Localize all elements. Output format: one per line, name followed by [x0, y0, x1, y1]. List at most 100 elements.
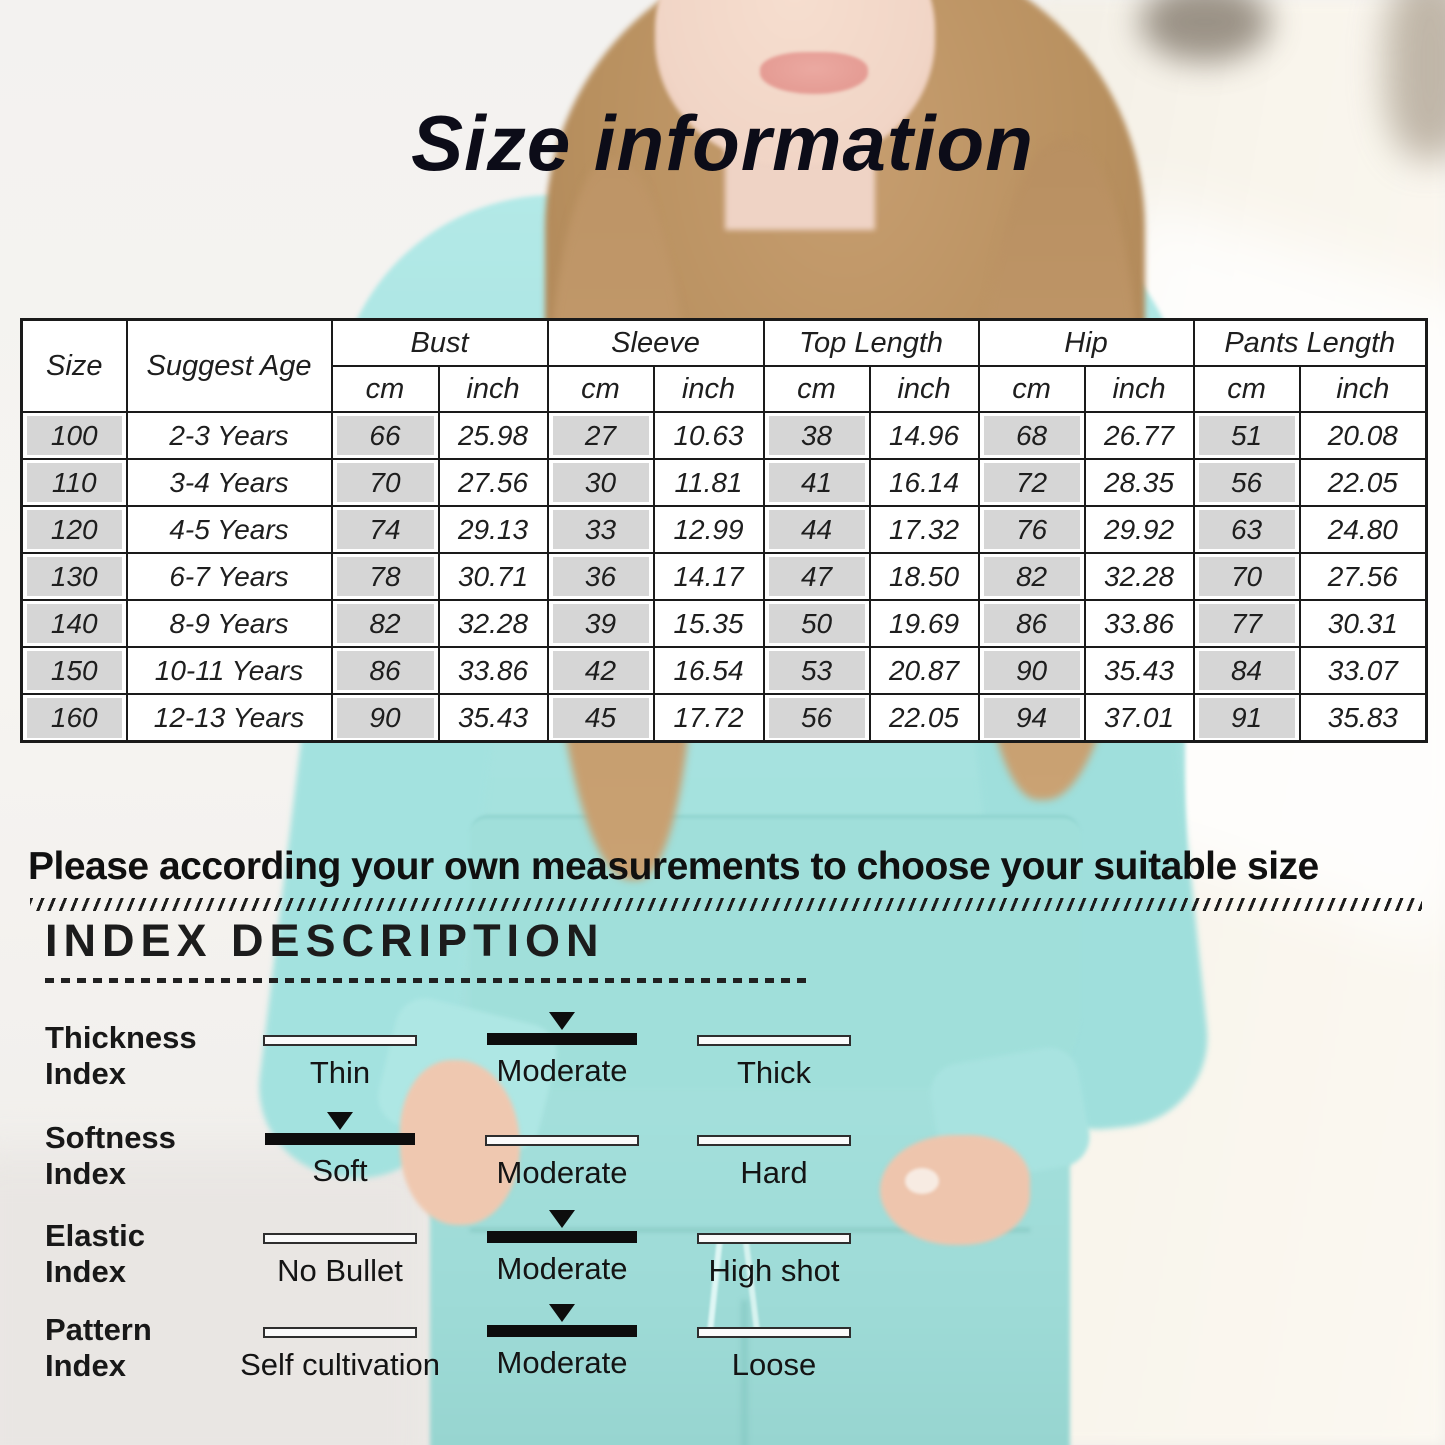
- table-cell: 77: [1192, 599, 1301, 648]
- table-cell: 37.01: [1083, 693, 1195, 743]
- pants-crease: [742, 1300, 747, 1445]
- level-bar: [263, 1233, 417, 1244]
- col-subheader-hip-inch: inch: [1083, 365, 1195, 413]
- table-cell: 27: [546, 411, 655, 460]
- option-label: Moderate: [496, 1155, 628, 1190]
- option-label: Moderate: [496, 1053, 628, 1088]
- photo-blur-blob: [1140, 0, 1270, 62]
- option-label: Soft: [312, 1153, 368, 1188]
- table-cell: 130: [20, 552, 128, 601]
- table-cell: 56: [762, 693, 871, 743]
- model-hand: [880, 1135, 1030, 1245]
- index-row-label: Softness Index: [45, 1120, 176, 1191]
- hatched-divider: [30, 898, 1422, 911]
- option-label: No Bullet: [277, 1253, 403, 1288]
- index-row-label: Elastic Index: [45, 1218, 145, 1289]
- table-cell: 140: [20, 599, 128, 648]
- table-row-size-140: 140 8-9 Years 82 32.28 39 15.35 50 19.69 86 33.86…: [20, 599, 1428, 648]
- table-cell: 66: [330, 411, 440, 460]
- table-cell: 160: [20, 693, 128, 743]
- table-cell: 24.80: [1298, 505, 1428, 554]
- photo-blur-blob: [1385, 0, 1445, 160]
- table-cell: 38: [762, 411, 871, 460]
- table-cell: 86: [330, 646, 440, 695]
- col-subheader-sleeve-inch: inch: [652, 365, 765, 413]
- dashed-divider: [45, 978, 810, 983]
- table-cell: 16.14: [868, 458, 980, 507]
- size-table-header: Size Suggest Age Bust Sleeve Top Length Hip Pa…: [20, 318, 1428, 413]
- table-cell: 12-13 Years: [125, 693, 333, 743]
- table-cell: 70: [1192, 552, 1301, 601]
- level-bar: [697, 1233, 851, 1244]
- level-bar: [485, 1135, 639, 1146]
- table-cell: 33.07: [1298, 646, 1428, 695]
- table-cell: 42: [546, 646, 655, 695]
- option-label: Moderate: [496, 1251, 628, 1286]
- table-row-size-130: 130 6-7 Years 78 30.71 36 14.17 47 18.50 82 32.28…: [20, 552, 1428, 601]
- option-moderate: Moderate: [477, 1210, 647, 1287]
- table-cell: 30.31: [1298, 599, 1428, 648]
- index-row-pattern: Pattern Index Self cultivation Moderate Loos…: [45, 1304, 915, 1400]
- pants-waist-seam: [470, 1228, 1030, 1232]
- index-description-heading: INDEX DESCRIPTION: [45, 915, 605, 966]
- level-bar: [263, 1035, 417, 1046]
- table-cell: 110: [20, 458, 128, 507]
- page-title: Size information: [411, 99, 1034, 187]
- table-cell: 16.54: [652, 646, 765, 695]
- option-label: High shot: [708, 1253, 840, 1288]
- table-cell: 76: [977, 505, 1086, 554]
- table-cell: 150: [20, 646, 128, 695]
- table-cell: 35.83: [1298, 693, 1428, 743]
- col-subheader-pants-length-cm: cm: [1192, 365, 1301, 413]
- table-cell: 72: [977, 458, 1086, 507]
- table-cell: 27.56: [437, 458, 549, 507]
- table-cell: 86: [977, 599, 1086, 648]
- table-cell: 10-11 Years: [125, 646, 333, 695]
- selected-marker-icon: [549, 1012, 575, 1030]
- table-cell: 32.28: [1083, 552, 1195, 601]
- table-cell: 3-4 Years: [125, 458, 333, 507]
- table-cell: 82: [977, 552, 1086, 601]
- table-cell: 33: [546, 505, 655, 554]
- table-cell: 33.86: [1083, 599, 1195, 648]
- table-cell: 30: [546, 458, 655, 507]
- option-soft: Soft: [255, 1112, 425, 1189]
- option-moderate: Moderate: [477, 1012, 647, 1089]
- table-row-size-110: 110 3-4 Years 70 27.56 30 11.81 41 16.14 72 28.35…: [20, 458, 1428, 507]
- table-cell: 20.08: [1298, 411, 1428, 460]
- table-cell: 15.35: [652, 599, 765, 648]
- level-bar: [697, 1035, 851, 1046]
- index-row-softness: Softness Index Soft Moderate Hard: [45, 1112, 915, 1208]
- table-cell: 44: [762, 505, 871, 554]
- table-cell: 39: [546, 599, 655, 648]
- table-cell: 36: [546, 552, 655, 601]
- table-cell: 82: [330, 599, 440, 648]
- option-no-bullet: No Bullet: [255, 1210, 425, 1289]
- table-cell: 91: [1192, 693, 1301, 743]
- table-cell: 74: [330, 505, 440, 554]
- selected-marker-icon: [549, 1304, 575, 1322]
- table-cell: 53: [762, 646, 871, 695]
- table-cell: 56: [1192, 458, 1301, 507]
- table-cell: 14.96: [868, 411, 980, 460]
- col-header-hip: Hip: [977, 318, 1195, 367]
- col-header-bust: Bust: [330, 318, 549, 367]
- table-cell: 18.50: [868, 552, 980, 601]
- level-bar: [697, 1327, 851, 1338]
- option-label: Thick: [736, 1055, 812, 1090]
- level-bar: [487, 1325, 637, 1337]
- option-self-cultivation: Self cultivation: [240, 1304, 440, 1383]
- option-moderate: Moderate: [477, 1112, 647, 1191]
- col-subheader-bust-inch: inch: [437, 365, 549, 413]
- option-moderate: Moderate: [477, 1304, 647, 1381]
- table-cell: 68: [977, 411, 1086, 460]
- table-cell: 29.92: [1083, 505, 1195, 554]
- col-header-size: Size: [20, 318, 128, 413]
- option-label: Thin: [309, 1055, 371, 1090]
- table-cell: 8-9 Years: [125, 599, 333, 648]
- table-cell: 12.99: [652, 505, 765, 554]
- table-cell: 2-3 Years: [125, 411, 333, 460]
- size-table-body: 100 2-3 Years 66 25.98 27 10.63 38 14.96 68 26.77…: [20, 411, 1428, 743]
- level-bar: [263, 1327, 417, 1338]
